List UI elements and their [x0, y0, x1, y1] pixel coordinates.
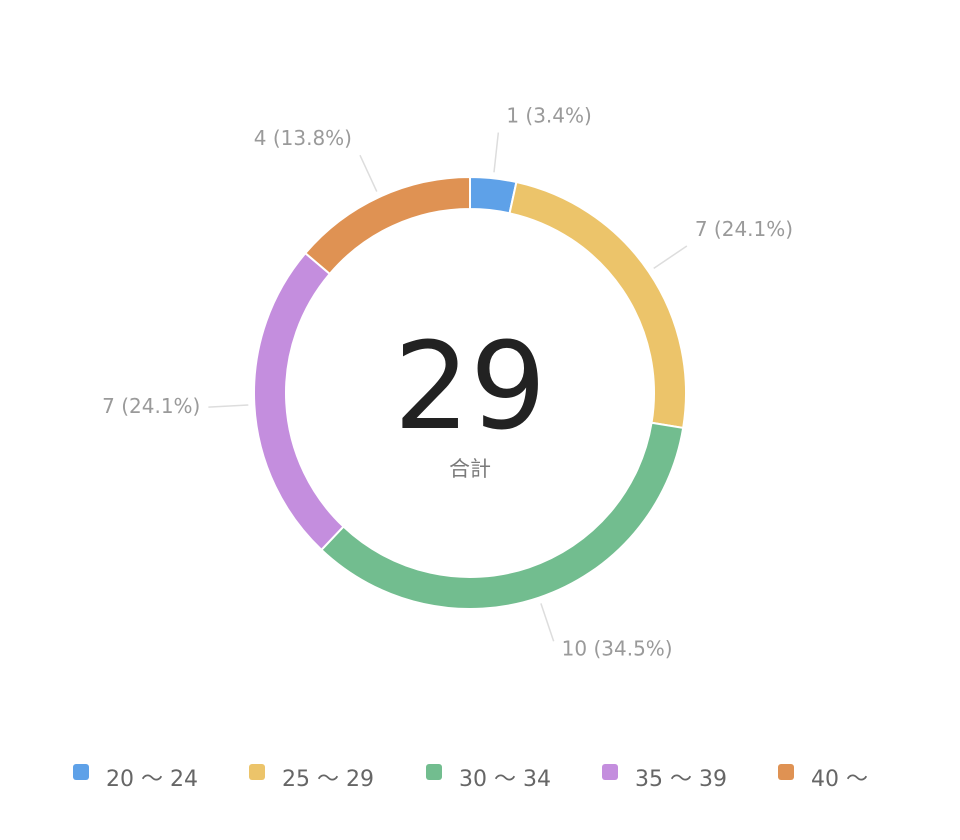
data-label-5: 4 (13.8%) [254, 126, 352, 150]
legend: 20 〜 24 25 〜 29 30 〜 34 35 〜 39 40 〜 [73, 764, 868, 792]
legend-label-4: 35 〜 39 [635, 767, 727, 792]
data-label-1: 1 (3.4%) [506, 104, 591, 128]
legend-label-3: 30 〜 34 [459, 767, 551, 792]
legend-label-2: 25 〜 29 [282, 767, 374, 792]
legend-label-1: 20 〜 24 [106, 767, 198, 792]
legend-item-3[interactable]: 30 〜 34 [426, 764, 551, 792]
leader-line-3 [540, 603, 555, 642]
legend-item-5[interactable]: 40 〜 [778, 764, 868, 792]
legend-swatch-3 [426, 764, 442, 780]
donut-slice-5[interactable] [303, 175, 471, 276]
leader-line-2 [653, 245, 688, 270]
data-label-4: 7 (24.1%) [102, 394, 200, 418]
data-label-2: 7 (24.1%) [695, 217, 793, 241]
donut-slice-4[interactable] [253, 251, 345, 552]
total-caption: 合計 [449, 457, 491, 481]
center-summary: 29 合計 [394, 318, 547, 481]
legend-swatch-2 [249, 764, 265, 780]
slices [253, 175, 687, 610]
leader-line-5 [359, 154, 378, 192]
data-labels: 1 (3.4%) 7 (24.1%) 10 (34.5%) 7 (24.1%) 4 (1… [102, 104, 793, 661]
data-label-3: 10 (34.5%) [562, 636, 673, 660]
leader-line-4 [208, 404, 249, 408]
legend-label-5: 40 〜 [811, 767, 868, 792]
legend-swatch-5 [778, 764, 794, 780]
total-value: 29 [394, 318, 547, 457]
donut-slice-1[interactable] [469, 175, 518, 215]
leader-lines [208, 132, 688, 642]
legend-item-2[interactable]: 25 〜 29 [249, 764, 374, 792]
legend-swatch-1 [73, 764, 89, 780]
legend-item-1[interactable]: 20 〜 24 [73, 764, 198, 792]
leader-line-1 [493, 132, 500, 173]
legend-item-4[interactable]: 35 〜 39 [602, 764, 727, 792]
legend-swatch-4 [602, 764, 618, 780]
